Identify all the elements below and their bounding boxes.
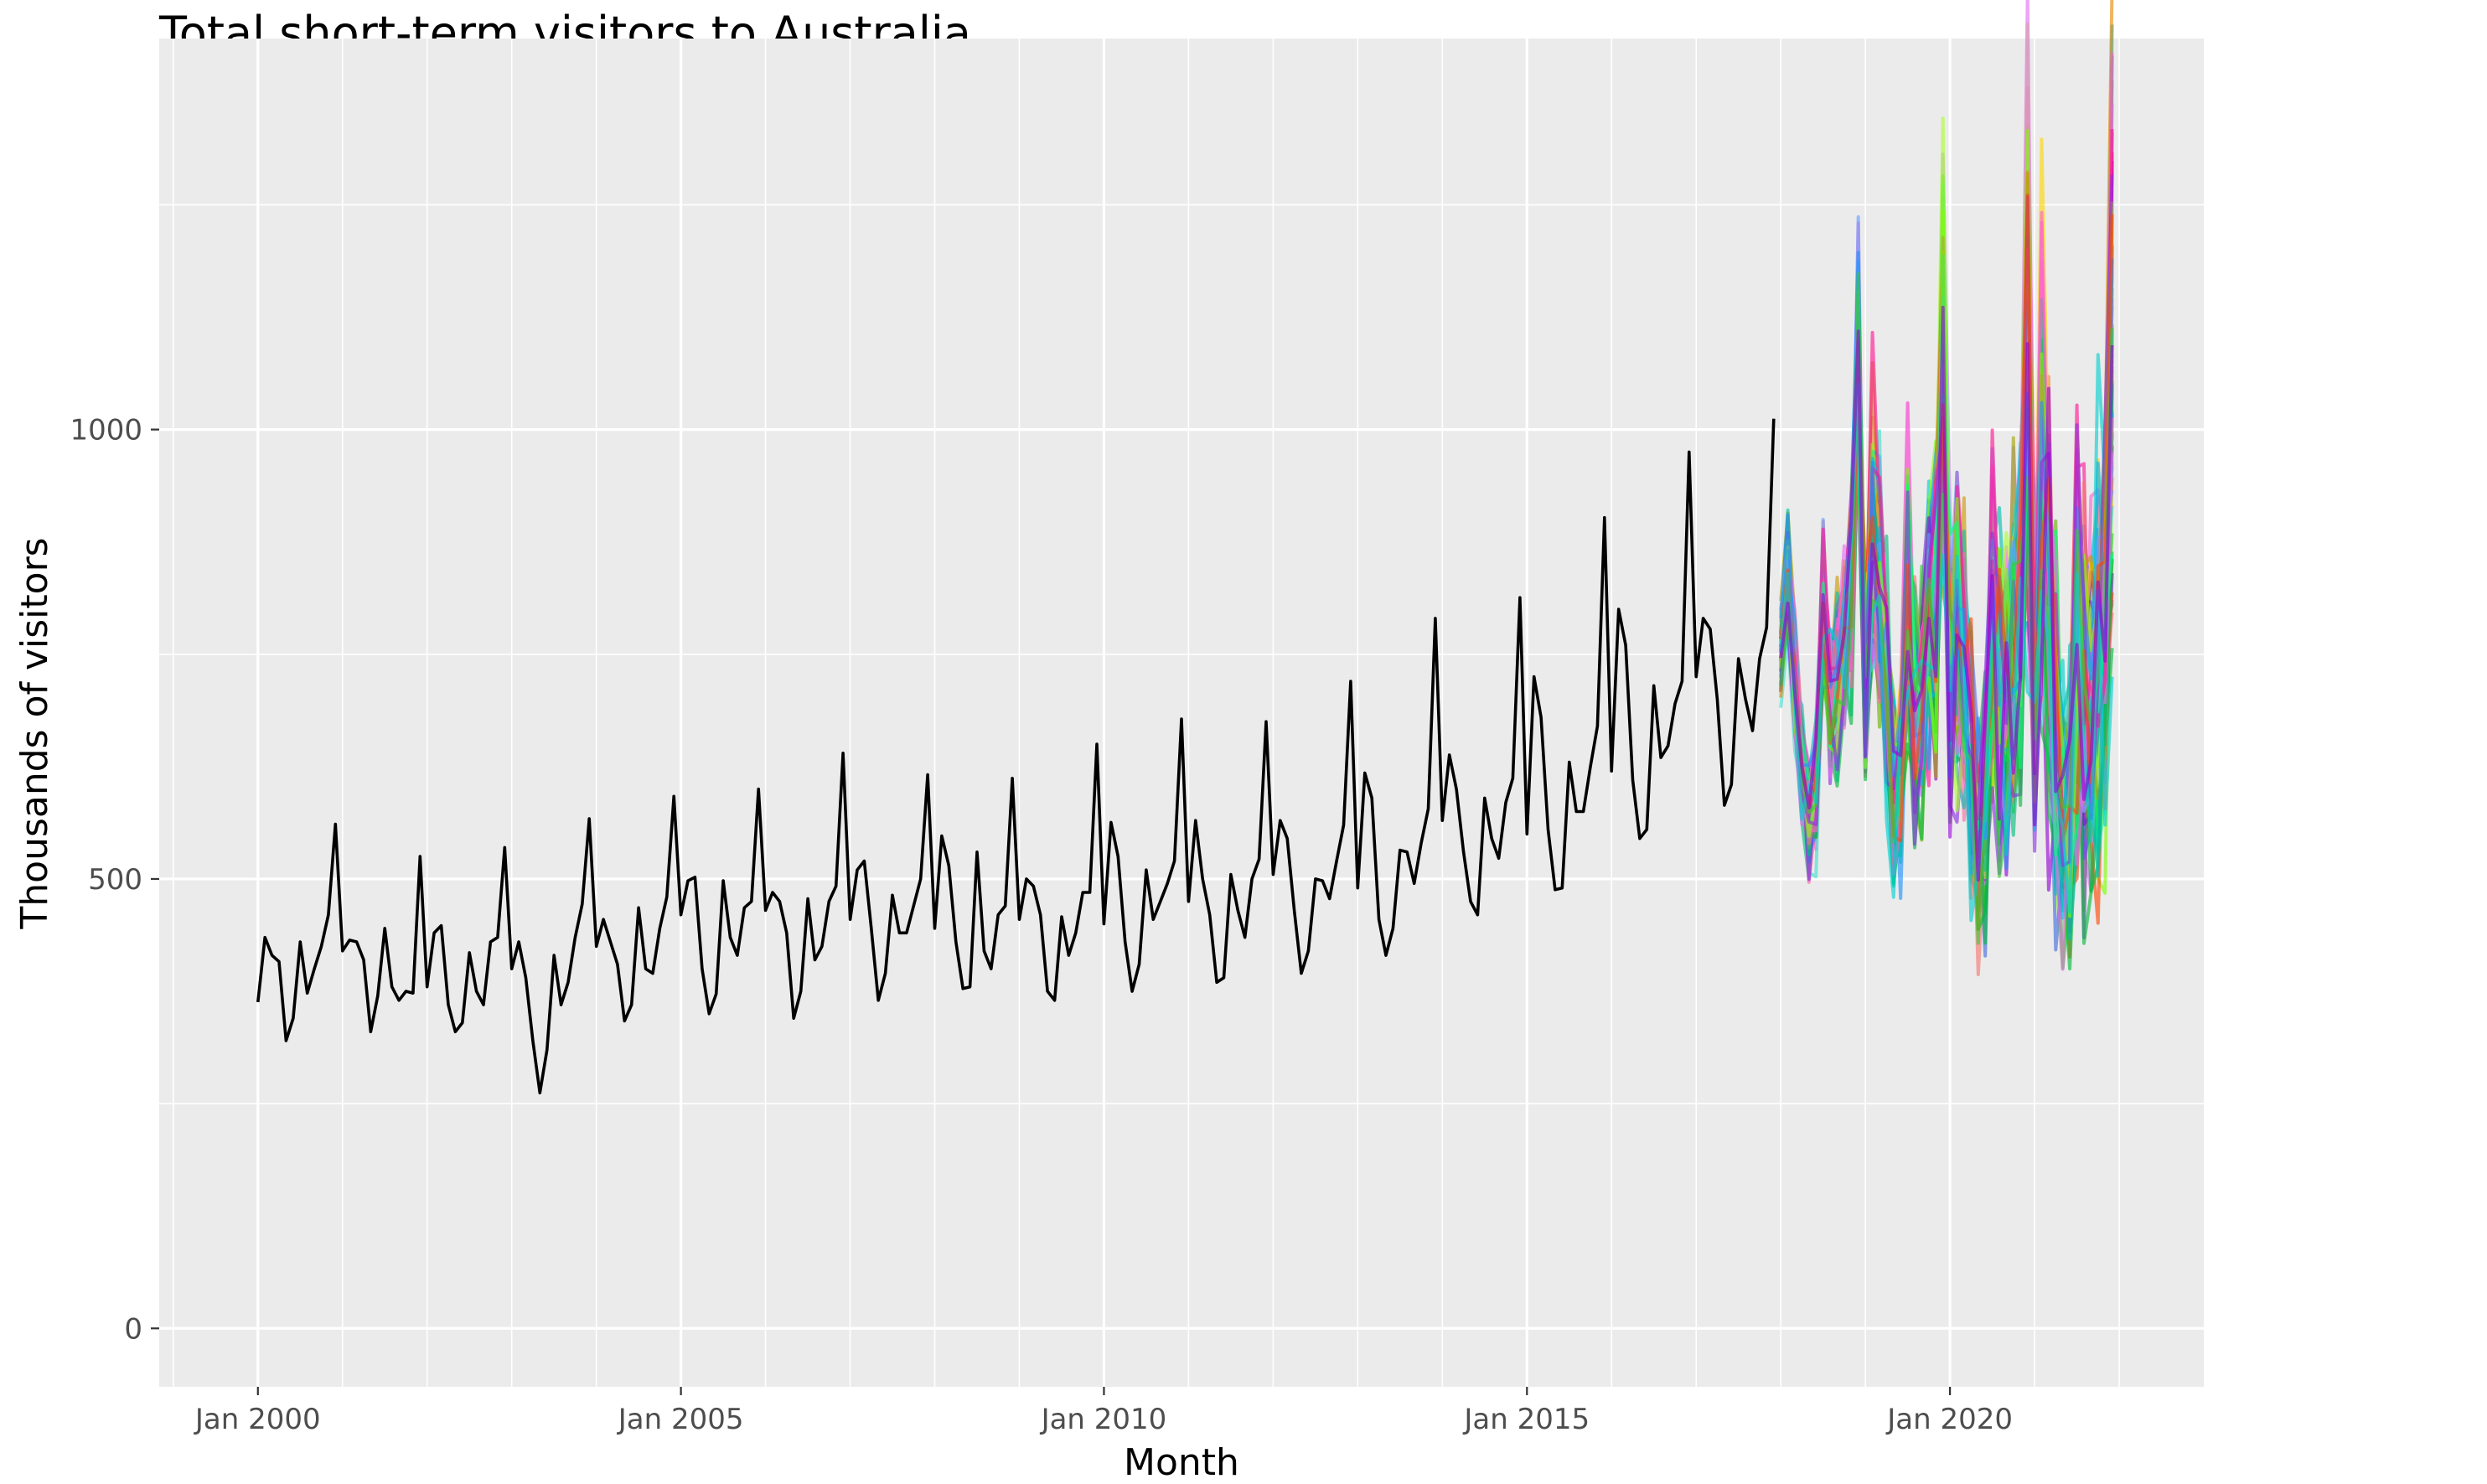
y-tick-label: 0 bbox=[124, 1312, 142, 1346]
history-series bbox=[256, 418, 1776, 1094]
x-tick-label: Jan 2005 bbox=[617, 1403, 744, 1436]
minor-gridlines bbox=[159, 39, 2204, 1387]
y-axis: 0 500 1000 bbox=[70, 414, 159, 1346]
x-tick-label: Jan 2020 bbox=[1885, 1403, 2013, 1436]
x-tick-label: Jan 2015 bbox=[1462, 1403, 1590, 1436]
forecast-paths bbox=[1779, 0, 2114, 976]
x-tick-label: Jan 2000 bbox=[194, 1403, 321, 1436]
x-tick-label: Jan 2010 bbox=[1040, 1403, 1167, 1436]
y-tick-label: 500 bbox=[88, 863, 142, 897]
y-tick-label: 1000 bbox=[70, 414, 142, 447]
history-series-line bbox=[256, 418, 1776, 1094]
forecast-path-line bbox=[1779, 305, 2114, 882]
x-axis: Jan 2000 Jan 2005 Jan 2010 Jan 2015 Jan 2020 bbox=[194, 1387, 2013, 1436]
y-axis-title: Thousands of visitors bbox=[13, 537, 56, 929]
x-axis-title: Month bbox=[1124, 1441, 1239, 1484]
